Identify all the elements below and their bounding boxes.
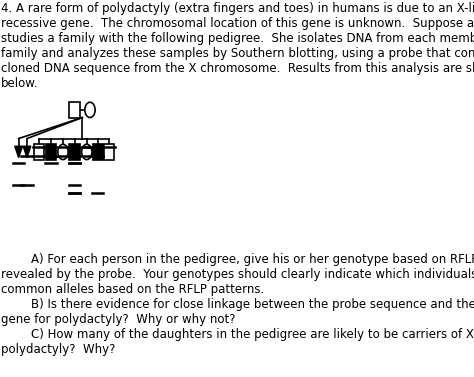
Bar (34, 144, 45, 159)
Bar (104, 144, 114, 159)
Circle shape (85, 102, 95, 118)
Bar (46, 144, 56, 159)
Bar (92, 144, 103, 159)
Circle shape (58, 144, 68, 159)
Bar (69, 144, 80, 159)
Text: 4. A rare form of polydactyly (extra fingers and toes) in humans is due to an X-: 4. A rare form of polydactyly (extra fin… (1, 2, 474, 90)
Circle shape (82, 144, 92, 159)
Polygon shape (23, 146, 31, 158)
Text: A) For each person in the pedigree, give his or her genotype based on RFLPs
reve: A) For each person in the pedigree, give… (1, 253, 474, 356)
Polygon shape (15, 146, 22, 158)
Bar (69, 102, 80, 118)
